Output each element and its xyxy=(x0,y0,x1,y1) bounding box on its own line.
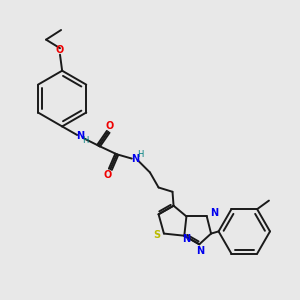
Text: O: O xyxy=(105,122,113,131)
Text: S: S xyxy=(153,230,160,240)
Text: N: N xyxy=(76,131,84,141)
Text: O: O xyxy=(56,45,64,56)
Text: N: N xyxy=(182,234,190,244)
Text: N: N xyxy=(196,246,204,256)
Text: H: H xyxy=(82,136,89,145)
Text: H: H xyxy=(137,150,143,159)
Text: O: O xyxy=(103,169,111,180)
Text: N: N xyxy=(210,208,218,218)
Text: N: N xyxy=(131,154,139,164)
